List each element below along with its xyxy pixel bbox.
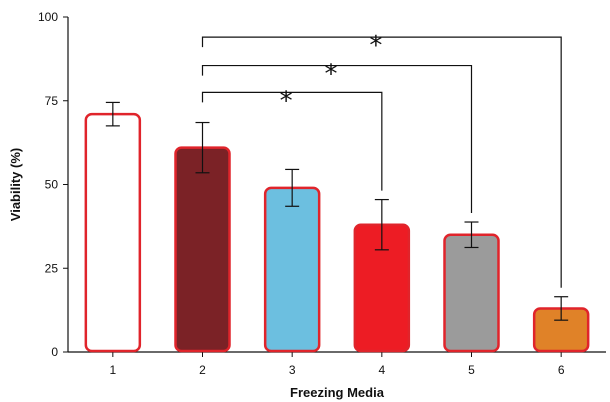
axes: 0 25 50 75 100 1 2 3 4 5 6 (38, 10, 606, 377)
significance-star: * (280, 86, 293, 116)
significance-bracket (201, 36, 562, 288)
significance-star: * (369, 31, 382, 61)
significance-brackets: * * * (201, 31, 562, 288)
x-tick-label: 6 (558, 363, 565, 377)
x-tick-label: 3 (289, 363, 296, 377)
error-bars (105, 101, 569, 321)
bars (84, 112, 590, 353)
y-axis-title: Viability (%) (8, 148, 23, 221)
significance-bracket (201, 91, 383, 191)
y-tick-label: 50 (45, 178, 59, 192)
bar-3 (263, 186, 321, 353)
significance-bracket (201, 64, 473, 214)
x-tick-label: 1 (109, 363, 116, 377)
bar-1 (84, 112, 142, 353)
y-tick-label: 100 (38, 10, 58, 24)
y-tick-label: 0 (51, 345, 58, 359)
x-tick-label: 2 (199, 363, 206, 377)
bar-2 (174, 146, 231, 353)
x-axis-title: Freezing Media (290, 385, 385, 400)
x-tick-label: 4 (378, 363, 385, 377)
significance-star: * (325, 60, 338, 90)
y-tick-label: 25 (45, 261, 59, 275)
axis-labels: Freezing Media Viability (%) (8, 148, 385, 400)
bar-5 (443, 233, 500, 353)
y-tick-label: 75 (45, 94, 59, 108)
x-tick-label: 5 (468, 363, 475, 377)
